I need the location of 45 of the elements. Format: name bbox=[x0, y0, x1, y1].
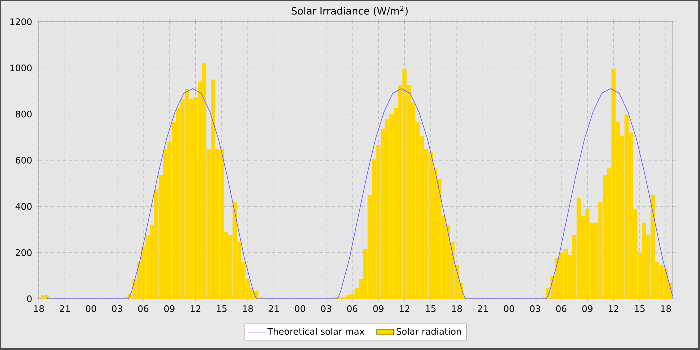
x-tick-label: 18 bbox=[34, 306, 44, 312]
x-tick-label: 06 bbox=[347, 306, 358, 312]
y-tick-label: 1000 bbox=[10, 64, 32, 72]
bar bbox=[402, 69, 407, 299]
x-tick-label: 09 bbox=[374, 306, 384, 312]
x-tick-label: 18 bbox=[661, 306, 672, 312]
legend-label: Solar radiation bbox=[396, 328, 462, 336]
x-tick-label: 21 bbox=[478, 306, 488, 312]
x-tick-label: 06 bbox=[138, 306, 149, 312]
x-tick-label: 00 bbox=[86, 306, 96, 312]
bar bbox=[576, 198, 582, 299]
bar bbox=[184, 88, 190, 299]
bar bbox=[559, 252, 564, 299]
x-tick-label: 03 bbox=[321, 306, 332, 312]
x-tick-label: 21 bbox=[269, 306, 280, 312]
x-tick-label: 03 bbox=[112, 306, 122, 312]
x-tick-label: 12 bbox=[400, 306, 410, 312]
x-tick-label: 12 bbox=[609, 306, 619, 312]
x-tick-label: 15 bbox=[217, 306, 227, 312]
bar bbox=[642, 222, 646, 299]
y-tick-label: 1200 bbox=[10, 18, 32, 26]
x-tick-label: 09 bbox=[164, 306, 175, 312]
y-tick-label: 0 bbox=[27, 296, 32, 302]
y-tick-label: 600 bbox=[16, 157, 32, 164]
x-tick-label: 15 bbox=[635, 306, 645, 312]
x-tick-label: 03 bbox=[530, 306, 540, 312]
x-tick-label: 12 bbox=[191, 306, 201, 312]
x-tick-label: 09 bbox=[582, 306, 593, 312]
x-tick-label: 18 bbox=[243, 306, 254, 312]
x-tick-label: 18 bbox=[452, 306, 462, 312]
x-tick-label: 00 bbox=[295, 306, 306, 312]
bar bbox=[664, 268, 668, 299]
chart-title: Solar Irradiance (W/m$^{2}$) bbox=[292, 6, 408, 16]
legend-label: Theoretical solar max bbox=[268, 328, 365, 336]
bar bbox=[612, 69, 616, 299]
x-tick-label: 21 bbox=[60, 306, 70, 312]
y-tick-label: 800 bbox=[16, 110, 32, 118]
x-tick-label: 06 bbox=[556, 306, 567, 312]
y-tick-label: 200 bbox=[16, 249, 32, 256]
bar bbox=[202, 64, 207, 299]
x-tick-label: 00 bbox=[504, 306, 514, 312]
x-tick-label: 15 bbox=[426, 306, 436, 312]
y-tick-label: 400 bbox=[16, 203, 32, 210]
bar bbox=[650, 195, 656, 299]
bar bbox=[232, 202, 238, 299]
